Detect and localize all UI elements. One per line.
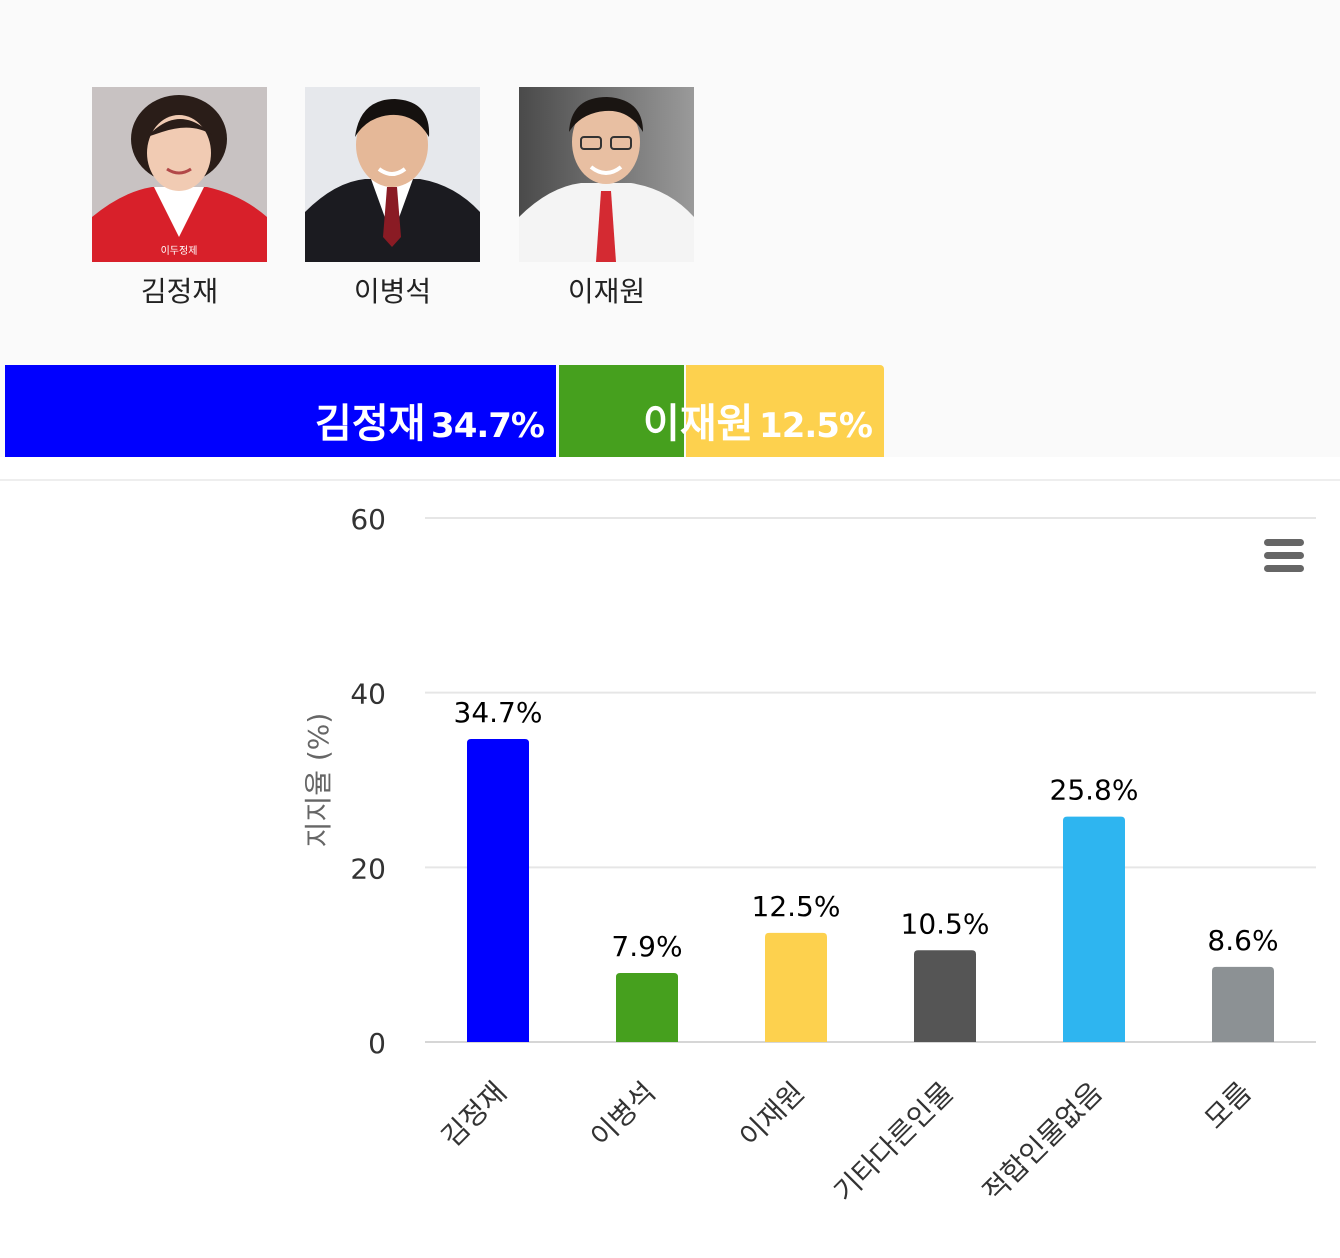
y-tick-label: 0 (368, 1027, 386, 1060)
bar-4 (914, 950, 976, 1042)
candidate-name-3: 이재원 (567, 275, 646, 308)
candidate-card-1[interactable]: 이두정제 김정재 (92, 87, 267, 312)
data-label: 34.7% (454, 696, 543, 729)
candidate-photo-2 (305, 87, 480, 262)
summary-bar-label-3: 이재원 12.5% (643, 401, 873, 447)
bar-5 (1063, 816, 1125, 1042)
chart-menu-button[interactable] (1258, 534, 1310, 578)
bar-2 (616, 973, 678, 1042)
candidate-card-2[interactable]: 이병석 (305, 87, 480, 312)
candidate-panel: 이두정제 김정재 이병석 (0, 0, 1340, 457)
x-tick-label: 기타다른인물 (827, 1076, 960, 1209)
data-label: 7.9% (611, 930, 682, 963)
summary-bar-label-1: 김정재 34.7% (315, 401, 545, 447)
candidate-photo-1: 이두정제 (92, 87, 267, 262)
x-tick-label: 김정재 (435, 1076, 513, 1154)
data-label: 10.5% (901, 907, 990, 940)
candidate-photo-3 (519, 87, 694, 262)
data-label: 8.6% (1207, 924, 1278, 957)
y-tick-label: 20 (350, 852, 386, 885)
summary-bar-2 (559, 365, 684, 457)
candidate-name-2: 이병석 (353, 275, 432, 308)
y-tick-label: 60 (350, 503, 386, 536)
bar-6 (1212, 966, 1274, 1042)
bar-chart: 0 20 40 60 지지율 (%) 34.7% 김정재 7.9% 이병석 12.5% 이재원 10.… (302, 503, 1316, 1209)
x-tick-label: 모름 (1198, 1076, 1258, 1136)
section-divider (0, 479, 1340, 481)
y-axis-title: 지지율 (%) (302, 713, 335, 848)
summary-bar-1: 김정재 34.7% (5, 365, 556, 457)
x-tick-label: 적합인물없음 (976, 1076, 1109, 1209)
candidate-name-1: 김정재 (140, 275, 219, 308)
data-label: 25.8% (1050, 774, 1139, 807)
x-tick-label: 이병석 (584, 1076, 662, 1154)
bar-1 (467, 738, 529, 1042)
candidate-card-3[interactable]: 이재원 (519, 87, 694, 312)
x-tick-label: 이재원 (733, 1076, 811, 1154)
y-tick-label: 40 (350, 678, 386, 711)
data-label: 12.5% (752, 890, 841, 923)
summary-bar-3: 이재원 12.5% (643, 365, 884, 457)
bar-3 (765, 932, 827, 1042)
svg-text:이두정제: 이두정제 (161, 245, 198, 257)
